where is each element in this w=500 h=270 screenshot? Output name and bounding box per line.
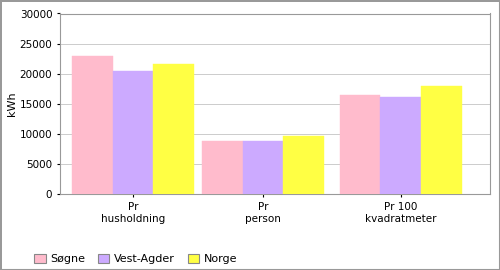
Bar [380, 97, 421, 194]
Bar [202, 141, 242, 194]
Bar [340, 95, 380, 194]
Bar [242, 141, 283, 194]
Legend: Søgne, Vest-Agder, Norge: Søgne, Vest-Agder, Norge [31, 251, 240, 268]
Y-axis label: kWh: kWh [7, 92, 17, 116]
Bar [421, 86, 462, 194]
Bar [112, 71, 154, 194]
Bar [72, 56, 112, 194]
Bar [283, 136, 324, 194]
Bar [154, 64, 194, 194]
